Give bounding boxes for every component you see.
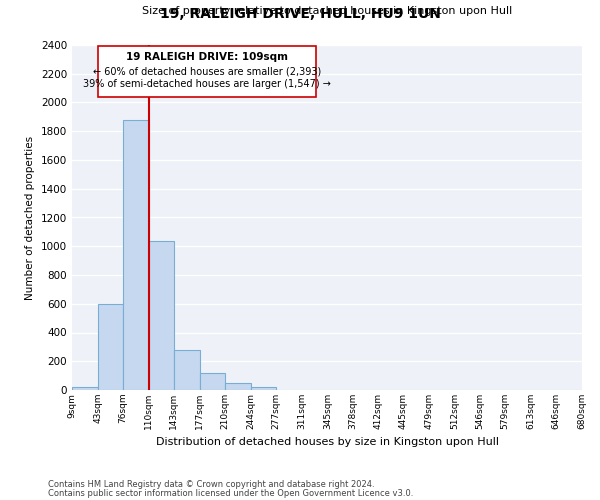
Text: Contains HM Land Registry data © Crown copyright and database right 2024.: Contains HM Land Registry data © Crown c… [48,480,374,489]
Text: 19 RALEIGH DRIVE: 109sqm: 19 RALEIGH DRIVE: 109sqm [126,52,288,62]
Title: Size of property relative to detached houses in Kingston upon Hull: Size of property relative to detached ho… [142,6,512,16]
Bar [123,120,149,390]
X-axis label: Distribution of detached houses by size in Kingston upon Hull: Distribution of detached houses by size … [155,438,499,448]
Bar [251,387,275,390]
Bar [72,387,98,390]
Bar [174,350,200,390]
Text: Contains public sector information licensed under the Open Government Licence v3: Contains public sector information licen… [48,488,413,498]
Y-axis label: Number of detached properties: Number of detached properties [25,136,35,300]
Bar [225,383,251,390]
Bar [149,241,174,390]
Text: 19, RALEIGH DRIVE, HULL, HU9 1UN: 19, RALEIGH DRIVE, HULL, HU9 1UN [160,8,440,22]
FancyBboxPatch shape [98,46,316,96]
Bar [98,304,123,390]
Bar [200,374,225,390]
Text: ← 60% of detached houses are smaller (2,393): ← 60% of detached houses are smaller (2,… [93,66,321,76]
Text: 39% of semi-detached houses are larger (1,547) →: 39% of semi-detached houses are larger (… [83,80,331,90]
